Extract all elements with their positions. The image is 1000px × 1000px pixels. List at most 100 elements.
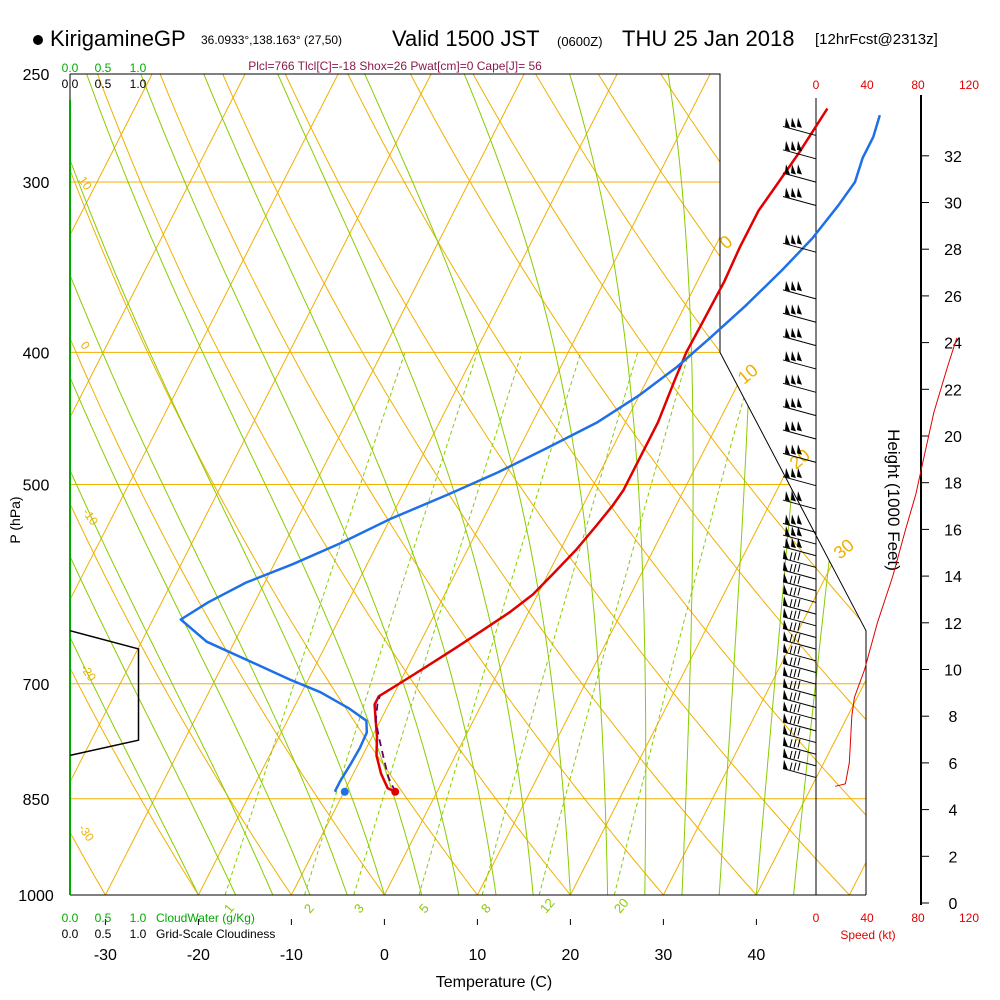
height-tick-label: 30 <box>944 196 962 213</box>
height-tick-label: 26 <box>944 289 962 306</box>
height-tick-label: 0 <box>949 896 958 913</box>
x-tick-label: 20 <box>562 947 580 964</box>
wind-barb-flag <box>797 304 802 315</box>
dry-adiabat-label: 0 <box>78 339 93 353</box>
wind-barb-staff <box>782 674 817 685</box>
wind-barb-feather <box>793 680 797 689</box>
wind-barb-flag <box>785 467 790 479</box>
wind-barb-feather <box>789 750 793 760</box>
wind-barb-feather <box>797 704 801 713</box>
dry-adiabat-label: 10 <box>76 174 95 193</box>
wind-barb-feather <box>793 727 797 736</box>
dry-adiabat-line <box>70 74 385 895</box>
wind-barb-feather <box>793 692 797 701</box>
wind-barb-flag <box>785 421 790 432</box>
wind-barb-staff <box>782 604 817 615</box>
height-tick-label: 32 <box>944 149 962 166</box>
wind-barb-feather <box>793 622 797 631</box>
valid-time: Valid 1500 JST <box>392 26 540 51</box>
height-tick-label: 18 <box>944 476 962 493</box>
y-tick-label: 400 <box>23 345 50 362</box>
moist-adiabat-label: 10 <box>734 360 762 388</box>
bottom-speed-tick: 80 <box>911 911 925 925</box>
dry-adiabat-label: -10 <box>80 506 102 529</box>
top-cloudiness-tick: 0.0 <box>62 77 79 91</box>
mixing-ratio-label: 2 <box>301 901 317 916</box>
wind-barb-flag <box>783 561 788 572</box>
wind-barb-feather <box>793 762 797 771</box>
wind-barb-flag <box>791 491 796 502</box>
dry-adiabat-line <box>70 74 199 895</box>
surface-dewpoint-dot <box>340 787 349 796</box>
speed-axis-title: Speed (kt) <box>840 928 895 942</box>
y-tick-label: 300 <box>23 175 50 192</box>
wind-barb-flag <box>785 327 790 338</box>
height-tick-label: 10 <box>944 663 962 680</box>
wind-barb-feather <box>797 610 801 619</box>
wind-barb-staff <box>782 452 817 463</box>
background-grid <box>70 74 866 895</box>
top-speed-tick: 40 <box>860 78 874 92</box>
top-speed-tick: 0 <box>813 78 820 92</box>
dry-adiabat-line <box>284 74 850 895</box>
wind-barb-flag <box>791 117 796 128</box>
moist-adiabat-line <box>463 74 609 895</box>
wind-barb-feather <box>793 563 797 573</box>
wind-barb-flag <box>783 654 788 665</box>
wind-barb-feather <box>789 645 793 654</box>
temperature-line <box>373 107 829 793</box>
wind-barb-feather <box>789 762 793 771</box>
height-tick-label: 22 <box>944 382 962 399</box>
mixing-ratio-line <box>304 352 478 895</box>
moist-adiabat-line <box>86 74 423 895</box>
top-speed-tick: 120 <box>959 78 979 92</box>
wind-barb-flag <box>783 631 788 642</box>
wind-barb-staff <box>782 336 817 347</box>
isotherm-line <box>70 74 432 895</box>
wind-barb-flag <box>797 374 802 385</box>
valid-time-utc: (0600Z) <box>557 34 603 49</box>
wind-barb-flag <box>791 526 796 537</box>
wind-barb-feather <box>793 704 797 713</box>
isotherm-line <box>755 74 866 895</box>
dry-adiabat-line <box>159 74 664 895</box>
wind-barb-feather <box>797 575 801 584</box>
wind-barb-staff <box>782 522 817 533</box>
wind-barb-feather <box>789 727 793 736</box>
dry-adiabat-line <box>70 74 478 895</box>
dry-adiabat-line <box>347 74 866 895</box>
wind-barb-flag <box>785 397 790 409</box>
cloudiness-label: Grid-Scale Cloudiness <box>156 927 275 941</box>
wind-barb-flag <box>783 619 788 630</box>
x-tick-label: 40 <box>748 947 766 964</box>
wind-barb-feather <box>797 634 801 643</box>
dry-adiabat-line <box>70 74 292 895</box>
wind-barb-flag <box>797 350 802 362</box>
wind-barb-feather <box>797 762 801 771</box>
bottom-cloud-water-tick: 0.5 <box>95 911 112 925</box>
wind-barb-flag <box>783 736 788 747</box>
height-tick-label: 4 <box>949 803 958 820</box>
bottom-cloud-water-tick: 0.0 <box>62 911 79 925</box>
x-tick-label: 30 <box>655 947 673 964</box>
dry-adiabat-line <box>409 74 866 895</box>
wind-barb-flag <box>785 304 790 315</box>
wind-barb-flag <box>791 514 796 525</box>
wind-barb-feather <box>797 563 801 573</box>
cloudiness-profile-line <box>69 629 140 757</box>
isotherm-line <box>662 74 866 895</box>
wind-barb-flag <box>797 234 802 245</box>
wind-barb-flag <box>797 327 802 338</box>
wind-barb-flag <box>797 444 802 455</box>
wind-barb-flag <box>783 607 788 619</box>
wind-barb-flag <box>785 350 790 362</box>
wind-barb-flag <box>785 514 790 525</box>
moist-adiabat-label: 30 <box>830 535 858 563</box>
wind-barb-feather <box>789 552 793 561</box>
bottom-speed-tick: 120 <box>959 911 979 925</box>
wind-barb-feather <box>797 739 801 748</box>
wind-barb-feather <box>797 715 801 724</box>
wind-barb-flag <box>785 117 790 128</box>
dry-adiabat-label: -20 <box>78 662 100 685</box>
